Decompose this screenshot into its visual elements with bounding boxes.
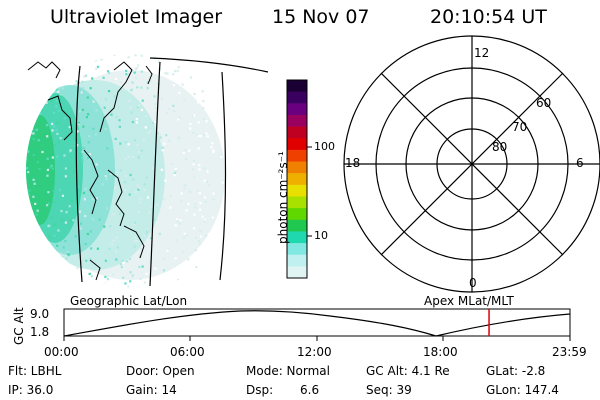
mlat-80-label: 80 xyxy=(492,140,508,154)
colorbar-band xyxy=(287,231,307,244)
ip-status: IP: 36.0 xyxy=(8,383,54,397)
x-tick-1200: 12:00 xyxy=(297,345,332,359)
colorbar-band xyxy=(287,114,307,128)
altitude-curve xyxy=(63,310,571,337)
altitude-ymax: 9.0 xyxy=(30,307,50,321)
mode-status: Mode: Normal xyxy=(246,364,330,378)
colorbar-band xyxy=(287,254,307,267)
colorbar-band xyxy=(287,126,307,139)
mlt-12-label: 12 xyxy=(474,46,490,60)
filter-status: Flt: LBHL xyxy=(8,364,62,378)
dsp-label: Dsp: xyxy=(246,383,274,397)
colorbar-tick-10: 10 xyxy=(314,229,328,242)
colorbar-band xyxy=(287,196,307,209)
mlt-6-label: 6 xyxy=(576,156,584,170)
x-tick-0600: 06:00 xyxy=(170,345,205,359)
x-tick-2359: 23:59 xyxy=(552,345,587,359)
coastline-outlines xyxy=(27,61,153,281)
x-tick-1800: 18:00 xyxy=(423,345,458,359)
seq-status: Seq: 39 xyxy=(366,383,412,397)
mlt-18-label: 18 xyxy=(345,156,361,170)
colorbar-band xyxy=(287,266,307,279)
glon-status: GLon: 147.4 xyxy=(486,383,559,397)
glat-status: GLat: -2.8 xyxy=(486,364,546,378)
mlat-60-label: 60 xyxy=(536,96,552,110)
colorbar-band xyxy=(287,243,307,256)
colorbar-band xyxy=(287,184,307,197)
geographic-grid-lines xyxy=(75,57,269,287)
altitude-ylabel: GC Alt xyxy=(12,307,26,345)
instrument-title: Ultraviolet Imager xyxy=(50,6,223,28)
gc-alt-status: GC Alt: 4.1 Re xyxy=(366,364,450,378)
date-label: 15 Nov 07 xyxy=(272,6,370,28)
colorbar-band xyxy=(287,208,307,221)
colorbar-band xyxy=(287,91,307,104)
mlt-0-label: 0 xyxy=(469,276,477,290)
colorbar-band xyxy=(287,80,307,93)
time-label: 20:10:54 UT xyxy=(430,6,547,28)
colorbar-band xyxy=(287,149,307,163)
dsp-value: 6.6 xyxy=(300,383,320,397)
colorbar-band xyxy=(287,103,307,116)
mlat-70-label: 70 xyxy=(512,120,528,134)
colorbar-band xyxy=(287,219,307,232)
gain-status: Gain: 14 xyxy=(126,383,177,397)
colorbar-band xyxy=(287,161,307,174)
geographic-caption: Geographic Lat/Lon xyxy=(70,294,188,308)
door-status: Door: Open xyxy=(126,364,195,378)
x-tick-0000: 00:00 xyxy=(44,345,79,359)
apex-caption: Apex MLat/MLT xyxy=(424,294,514,308)
colorbar-band xyxy=(287,138,307,151)
colorbar-band xyxy=(287,173,307,186)
altitude-ymin: 1.8 xyxy=(30,325,50,339)
colorbar-tick-100: 100 xyxy=(314,140,335,153)
